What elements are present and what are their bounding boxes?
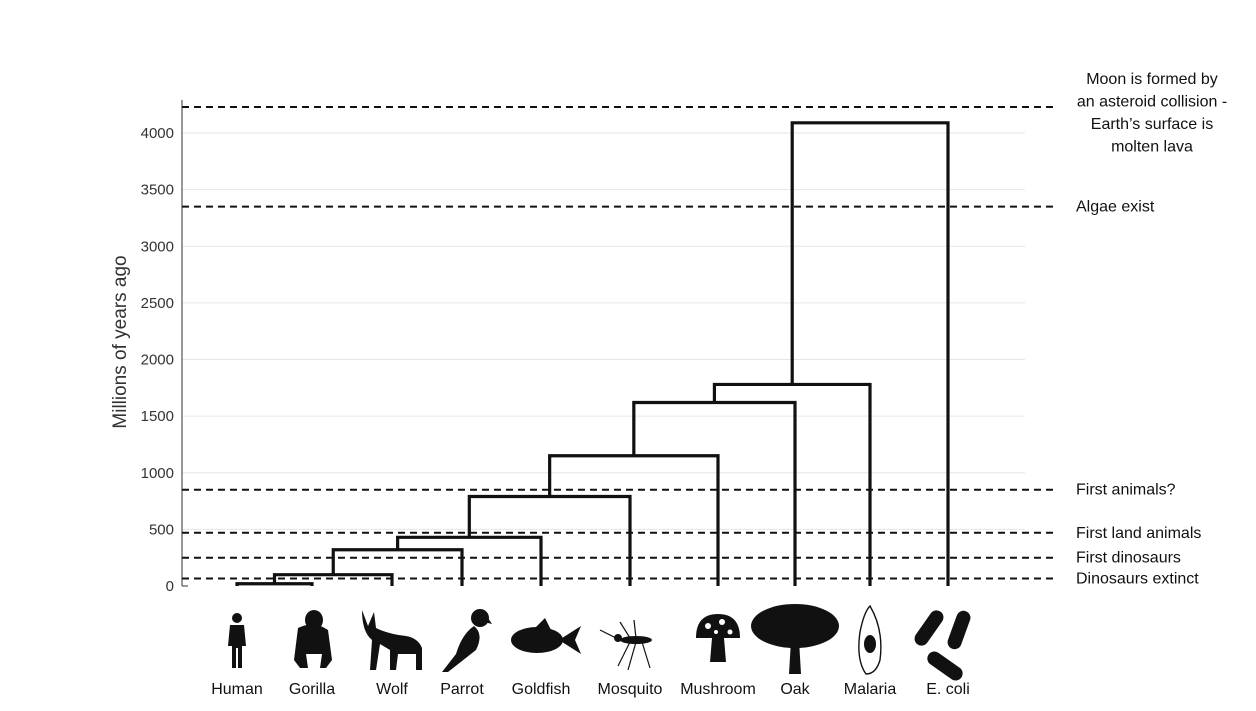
ecoli-icon <box>914 610 971 681</box>
oak-icon <box>751 604 839 674</box>
mosquito-icon <box>599 619 652 671</box>
leaf-label: Gorilla <box>289 681 335 698</box>
y-tick-label: 0 <box>166 578 174 595</box>
leaf-label: Human <box>211 681 263 698</box>
mushroom-icon <box>696 614 740 662</box>
event-label: an asteroid collision - <box>1077 94 1227 111</box>
events-layer: Moon is formed by an asteroid collision -… <box>182 71 1227 588</box>
y-axis: 0 500 1000 1500 2000 2500 3000 3500 4000 <box>141 100 188 595</box>
event-label: Algae exist <box>1076 199 1155 216</box>
leaf-label: Mushroom <box>680 681 756 698</box>
y-tick-label: 2000 <box>141 352 174 369</box>
dendrogram-branch <box>790 121 950 586</box>
dendrogram-branch <box>331 548 464 586</box>
wolf-icon <box>362 610 422 670</box>
grid-layer <box>182 132 1025 530</box>
y-tick-label: 3000 <box>141 238 174 255</box>
event-label: Dinosaurs extinct <box>1076 571 1199 588</box>
leaf-label: Parrot <box>440 681 484 698</box>
y-tick-label: 1500 <box>141 408 174 425</box>
human-icon <box>228 613 246 668</box>
leaf-label: Oak <box>780 681 810 698</box>
dendrogram-branch <box>467 494 632 586</box>
y-tick-label: 500 <box>149 521 174 538</box>
dendrogram-branch <box>235 582 314 586</box>
y-tick-label: 1000 <box>141 465 174 482</box>
gorilla-icon <box>294 610 332 668</box>
event-label: First dinosaurs <box>1076 550 1181 567</box>
parrot-icon <box>442 609 492 672</box>
y-tick-label: 2500 <box>141 295 174 312</box>
leaf-label: E. coli <box>926 681 970 698</box>
leaf-label: Mosquito <box>598 681 663 698</box>
y-tick-label: 4000 <box>141 125 174 142</box>
dendrogram-branch <box>548 454 720 586</box>
dendrogram-branch <box>712 382 872 586</box>
leaf-label: Malaria <box>844 681 897 698</box>
leaf-labels-layer: Human Gorilla Wolf Parrot Goldfish Mosquito Mu… <box>211 681 970 698</box>
y-axis-label: Millions of years ago <box>110 255 131 428</box>
goldfish-icon <box>511 618 581 654</box>
y-tick-label: 3500 <box>141 182 174 199</box>
event-label: molten lava <box>1111 139 1193 156</box>
icons-layer <box>228 604 971 681</box>
leaf-label: Wolf <box>376 681 408 698</box>
event-label: Moon is formed by <box>1086 71 1218 88</box>
event-label: Earth’s surface is <box>1091 116 1213 133</box>
event-label: First land animals <box>1076 525 1201 542</box>
tree-layer <box>235 121 950 586</box>
leaf-label: Goldfish <box>512 681 571 698</box>
event-label: First animals? <box>1076 482 1176 499</box>
malaria-icon <box>858 604 882 675</box>
